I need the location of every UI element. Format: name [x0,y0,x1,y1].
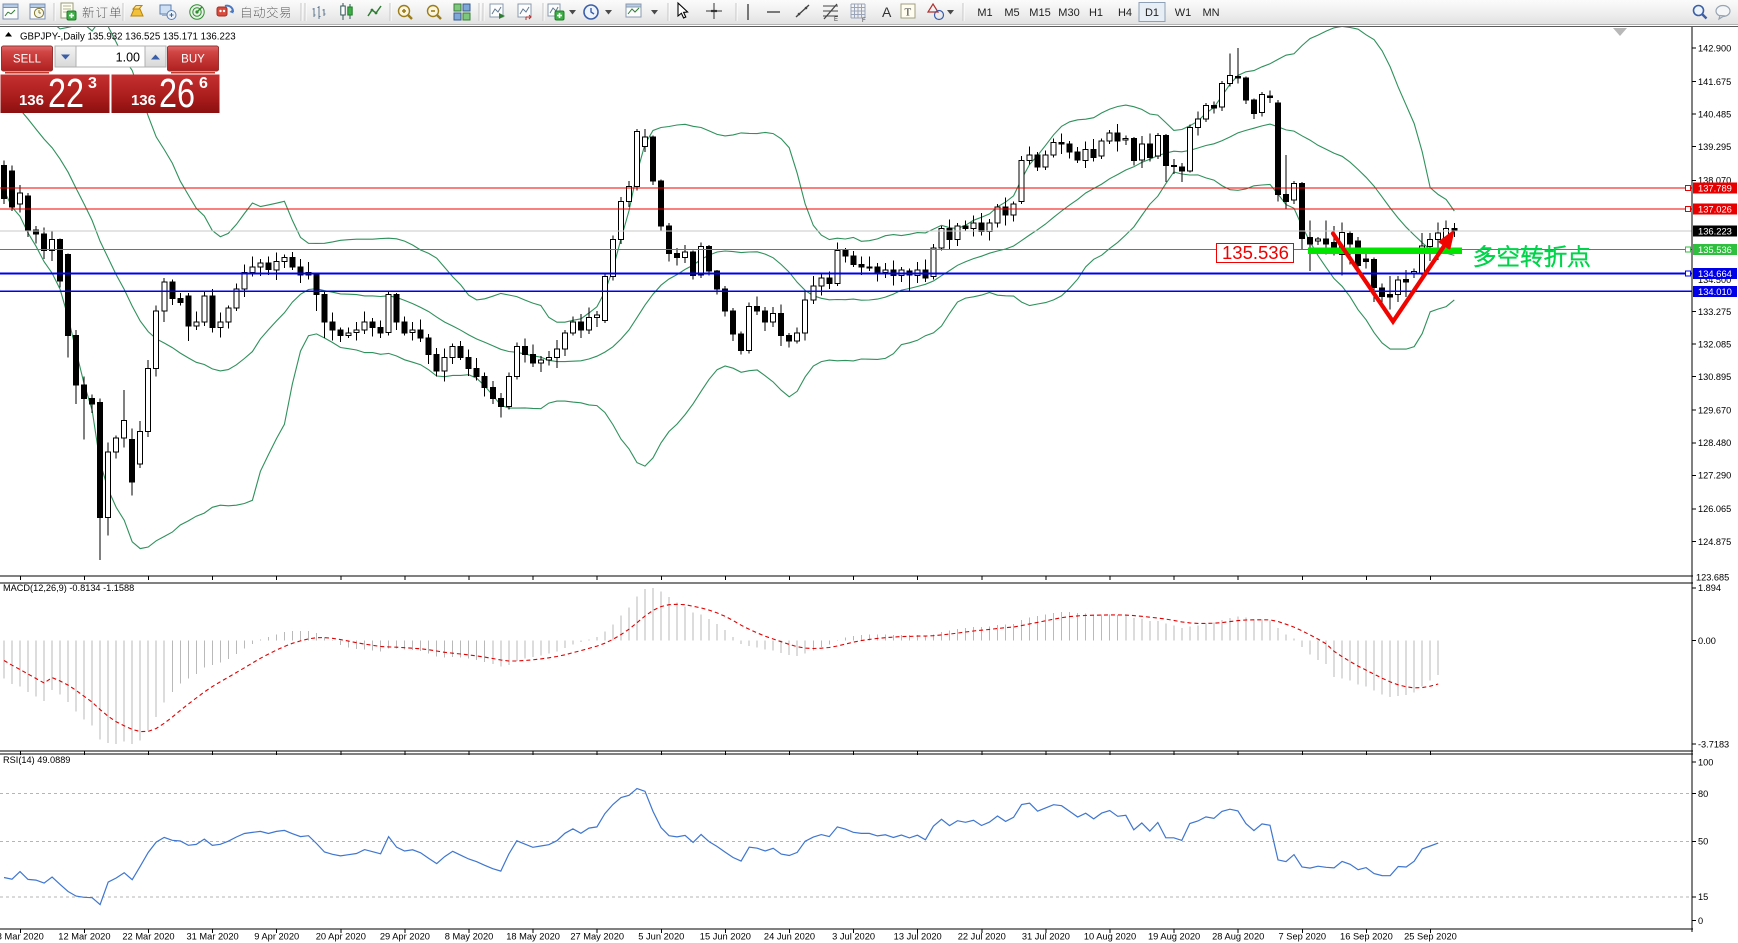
svg-text:MACD(12,26,9) -0.8134 -1.1588: MACD(12,26,9) -0.8134 -1.1588 [3,583,134,593]
svg-text:29 Apr 2020: 29 Apr 2020 [380,932,430,942]
svg-text:H4: H4 [1118,7,1132,19]
svg-text:F: F [862,18,866,24]
svg-text:12 Mar 2020: 12 Mar 2020 [58,932,110,942]
svg-text:18 May 2020: 18 May 2020 [506,932,560,942]
svg-text:13 Jul 2020: 13 Jul 2020 [894,932,942,942]
svg-text:7 Sep 2020: 7 Sep 2020 [1279,932,1327,942]
svg-text:3: 3 [88,75,97,92]
svg-text:3 Mar 2020: 3 Mar 2020 [0,932,44,942]
svg-text:M30: M30 [1058,7,1079,19]
svg-text:E: E [834,17,838,23]
svg-text:135.536: 135.536 [1698,244,1732,255]
svg-text:27 May 2020: 27 May 2020 [570,932,624,942]
svg-text:10 Aug 2020: 10 Aug 2020 [1084,932,1136,942]
svg-text:M1: M1 [977,7,992,19]
svg-text:134.010: 134.010 [1698,286,1732,297]
svg-text:BUY: BUY [181,54,205,66]
svg-text:1.00: 1.00 [116,51,140,65]
svg-text:SELL: SELL [13,54,42,66]
svg-text:M5: M5 [1004,7,1019,19]
svg-text:142.900: 142.900 [1698,43,1731,53]
svg-text:1.894: 1.894 [1698,583,1721,593]
svg-text:100: 100 [1698,757,1713,767]
svg-text:133.275: 133.275 [1698,307,1731,317]
svg-text:129.670: 129.670 [1698,406,1731,416]
svg-text:T: T [905,7,912,19]
svg-text:-3.7183: -3.7183 [1698,739,1729,749]
svg-text:80: 80 [1698,789,1708,799]
svg-text:139.295: 139.295 [1698,142,1731,152]
svg-text:127.290: 127.290 [1698,471,1731,481]
svg-text:135.536: 135.536 [1222,242,1289,263]
svg-text:0: 0 [1698,916,1703,926]
svg-text:24 Jun 2020: 24 Jun 2020 [764,932,815,942]
svg-text:H1: H1 [1089,7,1103,19]
svg-text:140.485: 140.485 [1698,109,1731,119]
svg-text:137.789: 137.789 [1698,183,1732,194]
svg-text:22: 22 [48,70,84,116]
svg-text:31 Mar 2020: 31 Mar 2020 [186,932,238,942]
svg-text:22 Jul 2020: 22 Jul 2020 [958,932,1006,942]
svg-text:137.026: 137.026 [1698,203,1732,214]
svg-text:16 Sep 2020: 16 Sep 2020 [1340,932,1393,942]
svg-text:138.070: 138.070 [1698,176,1731,186]
svg-text:22 Mar 2020: 22 Mar 2020 [122,932,174,942]
svg-text:136: 136 [131,92,156,109]
svg-text:50: 50 [1698,837,1708,847]
svg-text:134.500: 134.500 [1698,275,1731,285]
svg-text:5 Jun 2020: 5 Jun 2020 [638,932,684,942]
svg-text:28 Aug 2020: 28 Aug 2020 [1212,932,1264,942]
svg-text:9 Apr 2020: 9 Apr 2020 [254,932,299,942]
svg-text:124.875: 124.875 [1698,537,1731,547]
svg-text:MN: MN [1202,7,1219,19]
svg-text:W1: W1 [1175,7,1192,19]
svg-text:123.685: 123.685 [1696,573,1729,583]
svg-text:D1: D1 [1145,7,1159,19]
svg-text:19 Aug 2020: 19 Aug 2020 [1148,932,1200,942]
svg-text:15 Jun 2020: 15 Jun 2020 [700,932,751,942]
svg-text:136: 136 [19,92,44,109]
svg-text:136.223: 136.223 [1698,225,1732,236]
svg-text:RSI(14) 49.0889: RSI(14) 49.0889 [3,755,70,765]
svg-text:141.675: 141.675 [1698,77,1731,87]
svg-text:134.664: 134.664 [1698,268,1732,279]
svg-text:128.480: 128.480 [1698,438,1731,448]
svg-text:126.065: 126.065 [1698,504,1731,514]
svg-text:25 Sep 2020: 25 Sep 2020 [1404,932,1457,942]
svg-text:26: 26 [159,70,195,116]
svg-text:20 Apr 2020: 20 Apr 2020 [316,932,366,942]
svg-text:A: A [882,4,892,20]
svg-text:3 Jul 2020: 3 Jul 2020 [832,932,875,942]
svg-text:M15: M15 [1029,7,1050,19]
svg-text:6: 6 [199,75,208,92]
svg-text:GBPJPY-,Daily 135.932 136.525: GBPJPY-,Daily 135.932 136.525 135.171 13… [20,31,236,42]
svg-text:130.895: 130.895 [1698,372,1731,382]
svg-text:31 Jul 2020: 31 Jul 2020 [1022,932,1070,942]
svg-text:15: 15 [1698,892,1708,902]
svg-text:132.085: 132.085 [1698,339,1731,349]
svg-text:0.00: 0.00 [1698,636,1716,646]
svg-text:8 May 2020: 8 May 2020 [445,932,494,942]
